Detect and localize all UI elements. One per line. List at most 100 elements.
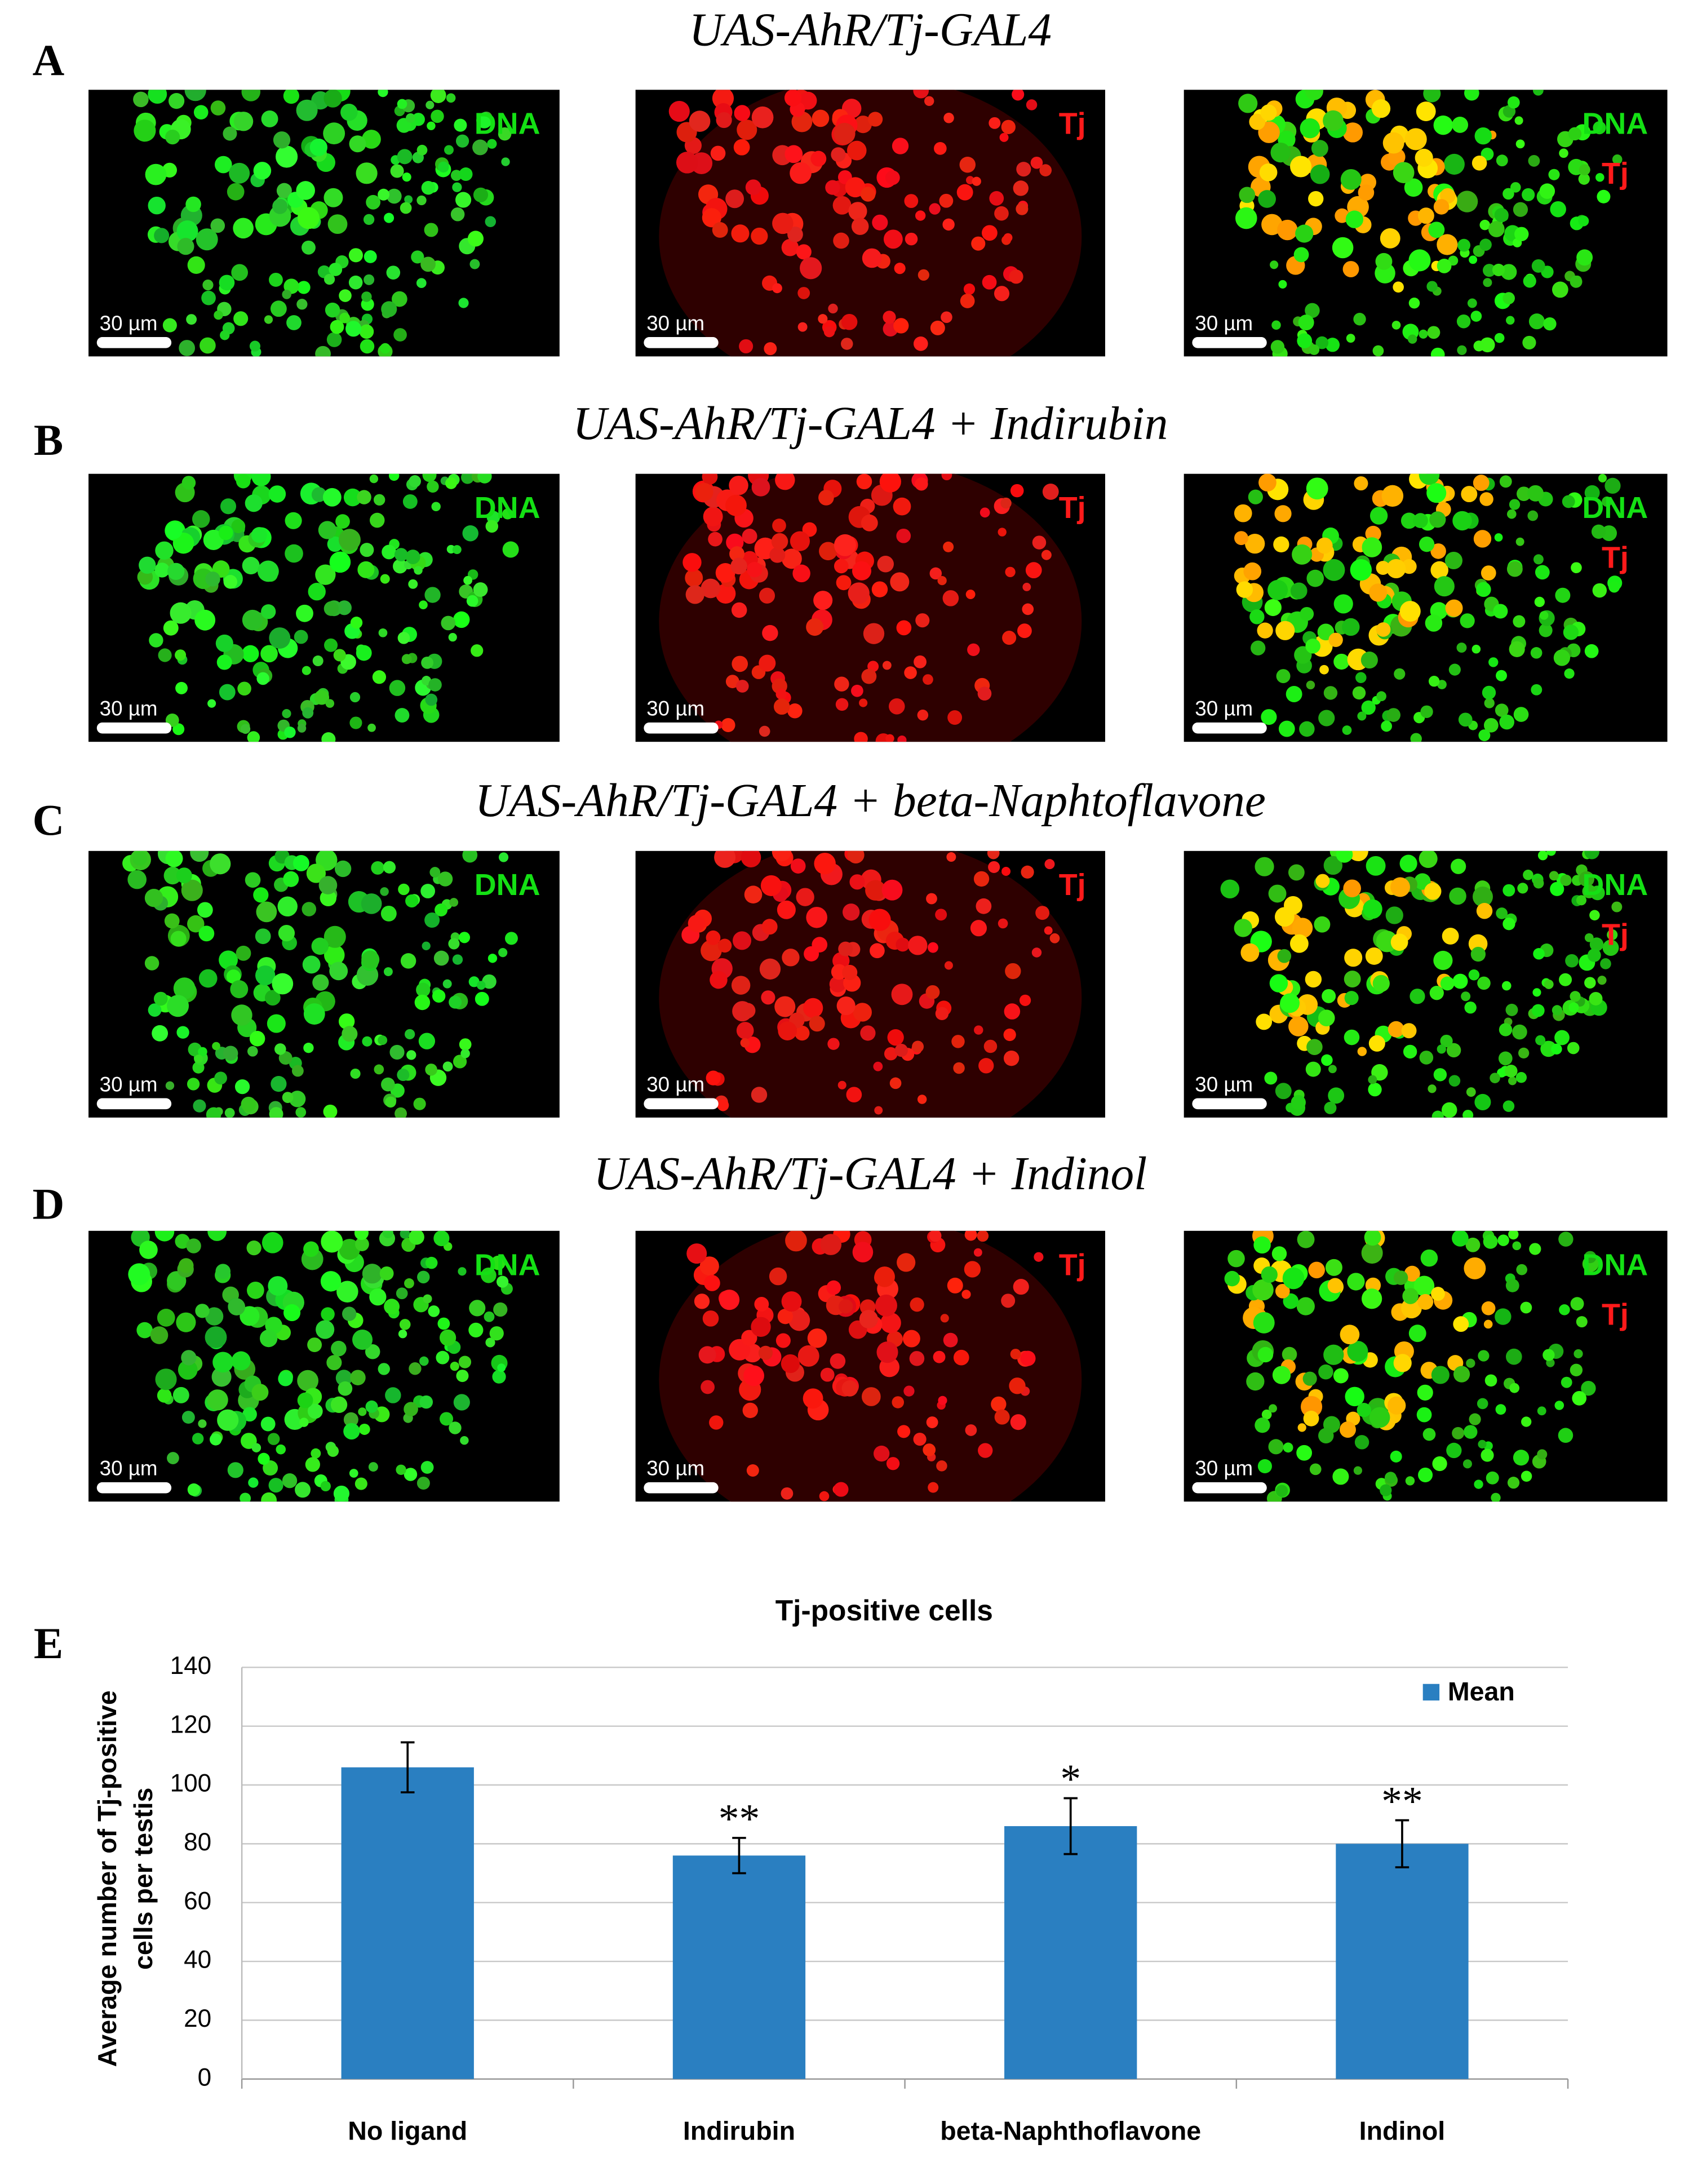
cell (1295, 224, 1314, 243)
cell (350, 1068, 361, 1079)
cell (676, 152, 698, 174)
cell (198, 1047, 207, 1057)
cell (241, 90, 260, 101)
cell (1486, 1471, 1499, 1485)
cell (840, 338, 853, 350)
cell (231, 1351, 251, 1371)
cell (826, 1280, 841, 1295)
cell (311, 1448, 321, 1459)
cell (1019, 994, 1031, 1006)
scale-bar (1192, 722, 1267, 734)
cell (237, 681, 251, 696)
cell (425, 1064, 437, 1076)
cell (1430, 347, 1445, 357)
cell (302, 707, 314, 719)
cell (152, 1025, 169, 1042)
cell (278, 1371, 293, 1386)
y-axis-label: cells per testis (128, 1788, 158, 1970)
cell (834, 534, 856, 556)
cell (1429, 986, 1444, 1000)
cell (472, 139, 488, 156)
cell (1272, 1366, 1291, 1384)
cell (452, 954, 463, 965)
cell (715, 563, 735, 583)
cell (879, 473, 901, 493)
cell (1399, 854, 1417, 872)
cell (942, 218, 955, 231)
cell (685, 569, 703, 587)
cell (261, 1231, 283, 1253)
cell (1388, 1396, 1406, 1415)
cell (1480, 337, 1495, 353)
cell (886, 1457, 900, 1470)
cell (930, 320, 945, 335)
cell (1260, 104, 1277, 121)
cell (167, 1452, 179, 1464)
cell (1303, 1410, 1319, 1427)
cell (397, 99, 407, 109)
cell (230, 980, 249, 999)
cell (411, 250, 424, 264)
cell (807, 1328, 827, 1348)
cell (1251, 640, 1266, 655)
cell (350, 617, 363, 629)
cell (820, 1367, 835, 1382)
cell (852, 1242, 874, 1262)
scale-label: 30 µm (646, 312, 704, 335)
cell (915, 613, 930, 628)
cell (1347, 1273, 1365, 1291)
cell (736, 1022, 754, 1039)
cell (976, 898, 992, 914)
cell (153, 991, 168, 1006)
cell (872, 214, 888, 231)
cell (247, 731, 260, 742)
cell (1515, 1072, 1527, 1083)
cell (709, 1415, 724, 1430)
cell (989, 117, 1001, 129)
cell (1473, 340, 1484, 352)
cell (694, 1293, 710, 1309)
cell (1357, 1047, 1367, 1056)
cell (1490, 1073, 1500, 1083)
cell (1548, 169, 1560, 180)
cell (282, 1473, 298, 1489)
cell (1531, 1004, 1545, 1017)
cell (939, 193, 954, 208)
cell (1315, 874, 1330, 888)
cell (851, 684, 863, 697)
cell (460, 1048, 470, 1058)
cell (207, 699, 216, 708)
y-tick-label: 40 (184, 1946, 211, 1974)
cell (1005, 566, 1016, 578)
cell (194, 1055, 203, 1064)
cell (1408, 1324, 1426, 1343)
cell (261, 604, 276, 619)
cell (772, 212, 794, 234)
cell (1316, 537, 1333, 554)
cell (285, 544, 303, 563)
cell (1568, 1002, 1579, 1013)
cell (1469, 1413, 1481, 1425)
cell (134, 119, 156, 142)
cell (810, 150, 827, 167)
cell (1016, 162, 1031, 177)
cell (797, 287, 810, 299)
cell (378, 90, 388, 98)
cell (804, 946, 819, 962)
cell (867, 112, 883, 127)
cell (167, 995, 189, 1017)
cell (139, 556, 156, 574)
cell (994, 206, 1009, 221)
cell (400, 953, 416, 969)
cell (1416, 101, 1436, 122)
cell (381, 301, 397, 317)
cell (845, 177, 866, 198)
cell (730, 557, 747, 575)
cell (384, 1299, 400, 1315)
cell (432, 989, 446, 1003)
cell (471, 644, 484, 657)
cell (1227, 1250, 1245, 1268)
cell (772, 850, 791, 862)
cell (323, 945, 345, 965)
